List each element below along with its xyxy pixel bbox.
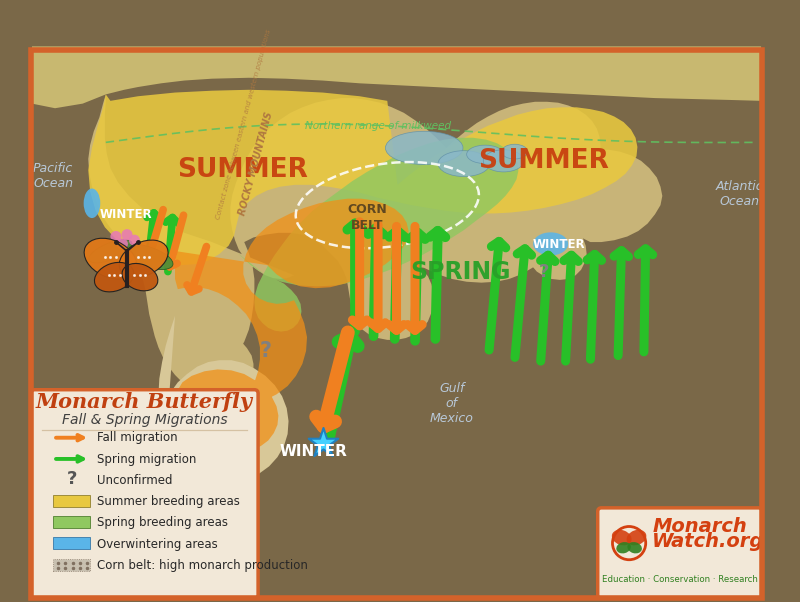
Polygon shape	[158, 316, 289, 480]
Ellipse shape	[122, 264, 158, 291]
Text: Corn belt: high monarch production: Corn belt: high monarch production	[98, 559, 308, 572]
Circle shape	[117, 238, 128, 249]
Polygon shape	[32, 46, 761, 108]
Text: WINTER: WINTER	[533, 238, 586, 250]
Text: ?: ?	[66, 470, 77, 488]
Bar	[53, 495, 90, 507]
Text: Fall & Spring Migrations: Fall & Spring Migrations	[62, 413, 227, 427]
Circle shape	[129, 235, 140, 246]
Ellipse shape	[627, 542, 642, 553]
Text: Monarch: Monarch	[652, 517, 747, 536]
Polygon shape	[88, 90, 638, 265]
FancyBboxPatch shape	[598, 508, 762, 598]
Text: WINTER: WINTER	[99, 208, 152, 221]
Text: SUMMER: SUMMER	[177, 158, 308, 184]
Ellipse shape	[119, 240, 168, 278]
Text: Pacific
Ocean: Pacific Ocean	[33, 162, 74, 190]
Ellipse shape	[612, 530, 631, 545]
Ellipse shape	[122, 244, 173, 270]
Ellipse shape	[84, 238, 137, 279]
Text: Contact zone between eastern and western populations: Contact zone between eastern and western…	[215, 29, 272, 220]
Text: ?: ?	[538, 263, 549, 281]
Ellipse shape	[626, 530, 646, 545]
Ellipse shape	[483, 150, 524, 172]
Text: ROCKY MOUNTAINS: ROCKY MOUNTAINS	[238, 111, 275, 216]
Bar	[53, 559, 90, 571]
Text: Spring breeding areas: Spring breeding areas	[98, 517, 229, 529]
Ellipse shape	[616, 542, 631, 553]
Text: Summer breeding areas: Summer breeding areas	[98, 495, 240, 508]
Ellipse shape	[466, 145, 503, 164]
Text: Monarch Butterfly: Monarch Butterfly	[36, 392, 253, 412]
Text: WINTER: WINTER	[279, 444, 347, 459]
Text: CORN
BELT: CORN BELT	[347, 203, 387, 232]
Ellipse shape	[533, 232, 568, 255]
Ellipse shape	[502, 144, 527, 159]
Point	[316, 438, 329, 448]
Circle shape	[110, 231, 122, 242]
Text: Northern range of milkweed: Northern range of milkweed	[305, 120, 451, 131]
Bar	[53, 538, 90, 550]
Text: SPRING: SPRING	[410, 260, 511, 284]
Ellipse shape	[94, 262, 134, 292]
Ellipse shape	[84, 188, 100, 218]
Bar	[53, 516, 90, 528]
Polygon shape	[175, 199, 409, 452]
Polygon shape	[238, 138, 518, 332]
Ellipse shape	[386, 131, 463, 164]
Text: Overwintering areas: Overwintering areas	[98, 538, 218, 551]
Text: Gulf
of
Mexico: Gulf of Mexico	[430, 382, 474, 425]
Text: Spring migration: Spring migration	[98, 453, 197, 465]
Ellipse shape	[89, 240, 132, 263]
Text: Unconfirmed: Unconfirmed	[98, 474, 173, 487]
Ellipse shape	[438, 150, 490, 176]
Circle shape	[122, 229, 133, 240]
FancyBboxPatch shape	[31, 389, 258, 598]
Text: Education · Conservation · Research: Education · Conservation · Research	[602, 575, 758, 584]
Text: Fall migration: Fall migration	[98, 432, 178, 444]
Text: SUMMER: SUMMER	[478, 148, 609, 174]
Text: Watch.org: Watch.org	[652, 532, 765, 551]
Text: Atlantic
Ocean: Atlantic Ocean	[716, 180, 764, 208]
Text: ?: ?	[260, 341, 272, 361]
Polygon shape	[88, 95, 662, 399]
